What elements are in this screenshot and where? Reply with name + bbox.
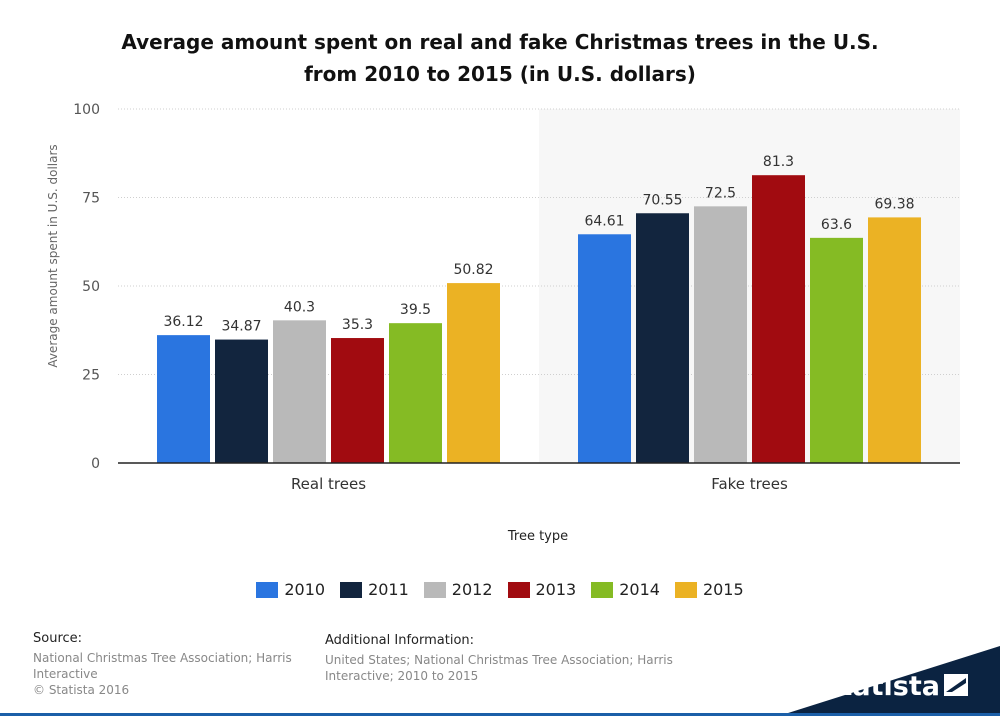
legend-item: 2012 <box>423 580 493 599</box>
data-label: 63.6 <box>821 217 852 233</box>
bar <box>157 335 210 463</box>
bar <box>331 338 384 463</box>
legend-label: 2015 <box>702 580 744 599</box>
bar <box>389 323 442 463</box>
legend-swatch <box>674 581 697 598</box>
data-label: 81.3 <box>763 154 794 170</box>
x-axis-title: Tree type <box>507 529 569 544</box>
bar <box>215 339 268 463</box>
statista-logo-text: statista <box>823 671 940 702</box>
x-tick-label: Fake trees <box>711 475 788 493</box>
chart-title: Average amount spent on real and fake Ch… <box>0 26 1000 90</box>
data-label: 35.3 <box>342 317 373 333</box>
source-heading: Source: <box>33 631 83 646</box>
y-tick-label: 100 <box>73 102 100 118</box>
y-tick-label: 75 <box>82 191 100 207</box>
legend-label: 2013 <box>535 580 577 599</box>
bar <box>810 237 863 463</box>
data-label: 70.55 <box>642 192 682 208</box>
data-label: 64.61 <box>584 213 624 229</box>
bar <box>752 175 805 463</box>
legend-item: 2015 <box>674 580 744 599</box>
legend-item: 2010 <box>256 580 325 599</box>
legend-label: 2010 <box>284 580 326 599</box>
legend-swatch <box>256 581 279 598</box>
bar <box>447 283 500 463</box>
y-tick-label: 50 <box>82 279 100 295</box>
y-tick-label: 25 <box>82 368 100 384</box>
legend-item: 2013 <box>507 580 577 599</box>
data-label: 40.3 <box>284 299 315 315</box>
statista-logo-icon <box>944 674 968 696</box>
legend-swatch <box>507 581 530 598</box>
data-label: 39.5 <box>400 302 431 318</box>
additional-info-heading: Additional Information: <box>325 633 475 648</box>
legend-label: 2014 <box>619 580 660 599</box>
legend-item: 2014 <box>591 580 660 599</box>
chart-legend: 2010 2011 2012 2013 2014 2015 <box>0 580 1000 599</box>
bar <box>694 206 747 463</box>
source-block: Source: National Christmas Tree Associat… <box>33 631 303 698</box>
chart-title-line2: from 2010 to 2015 (in U.S. dollars) <box>304 62 696 86</box>
data-label: 50.82 <box>453 262 493 278</box>
bar <box>868 217 921 463</box>
bar <box>636 213 689 463</box>
additional-info-text: United States; National Christmas Tree A… <box>325 653 673 683</box>
data-label: 36.12 <box>163 314 203 330</box>
legend-swatch <box>340 581 363 598</box>
legend-swatch <box>423 581 446 598</box>
bar <box>273 320 326 463</box>
bar-chart: 0 25 50 75 100 Average amount spent in U.S. d… <box>46 102 960 493</box>
legend-label: 2012 <box>451 580 493 599</box>
data-label: 34.87 <box>221 319 261 335</box>
y-tick-label: 0 <box>91 456 100 472</box>
chart-title-line1: Average amount spent on real and fake Ch… <box>121 30 879 54</box>
data-label: 69.38 <box>874 196 914 212</box>
bar <box>578 234 631 463</box>
source-text: National Christmas Tree Association; Har… <box>33 651 292 681</box>
data-label: 72.5 <box>705 185 736 201</box>
y-axis-title: Average amount spent in U.S. dollars <box>46 144 60 367</box>
copyright-text: © Statista 2016 <box>33 683 130 697</box>
legend-item: 2011 <box>340 580 409 599</box>
additional-info-block: Additional Information: United States; N… <box>325 633 685 684</box>
footer-accent-strip <box>0 713 1000 716</box>
legend-swatch <box>591 581 614 598</box>
legend-label: 2011 <box>368 580 409 599</box>
x-tick-label: Real trees <box>291 475 366 493</box>
